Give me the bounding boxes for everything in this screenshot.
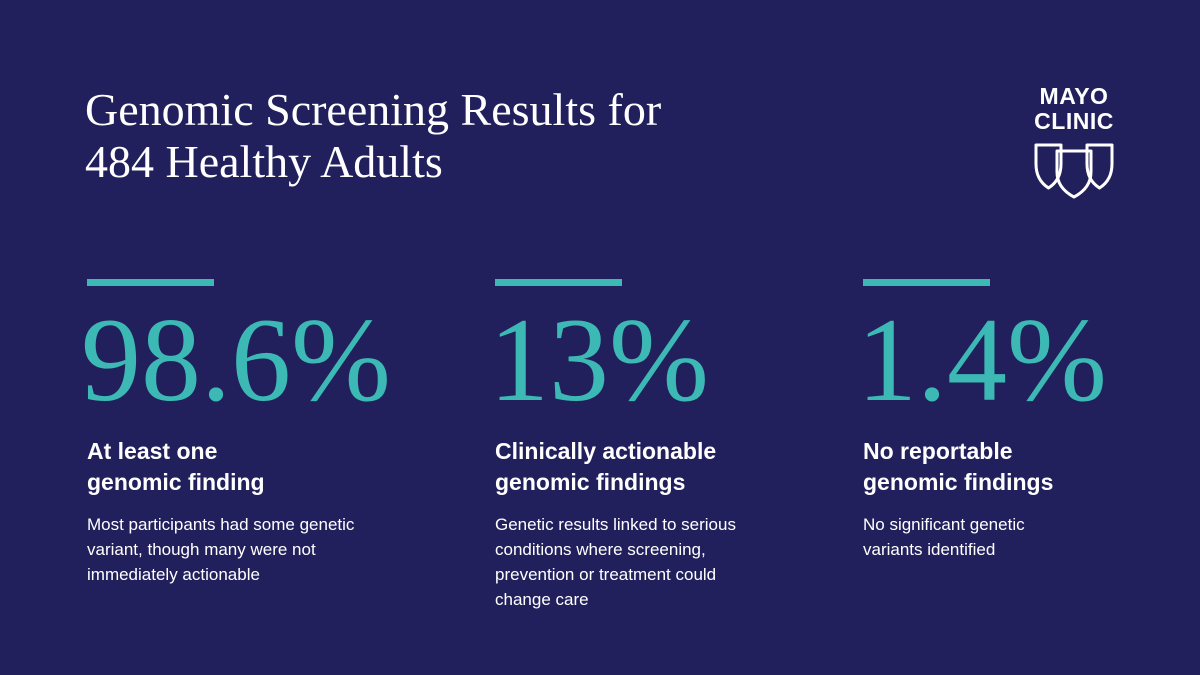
stat-heading: No reportable genomic findings — [863, 436, 1163, 498]
stat-description-line: prevention or treatment could — [495, 565, 717, 584]
stat-description-line: Genetic results linked to serious — [495, 515, 736, 534]
stat-description-line: No significant genetic — [863, 515, 1025, 534]
page-title-line-1: Genomic Screening Results for — [85, 84, 662, 135]
stat-value: 1.4% — [857, 293, 1107, 426]
stat-description: Genetic results linked to serious condit… — [495, 512, 825, 612]
stat-description-line: Most participants had some genetic — [87, 515, 355, 534]
stat-heading-line: No reportable — [863, 438, 1013, 464]
stat-description-line: variants identified — [863, 540, 996, 559]
stat-heading-line: Clinically actionable — [495, 438, 717, 464]
accent-bar — [87, 279, 214, 286]
stat-description-line: conditions where screening, — [495, 540, 706, 559]
page-title-line-2: 484 Healthy Adults — [85, 136, 443, 187]
stat-description-line: immediately actionable — [87, 565, 260, 584]
stat-value: 98.6% — [81, 293, 391, 426]
accent-bar — [863, 279, 990, 286]
stat-clinically-actionable: 13% Clinically actionable genomic findin… — [489, 279, 825, 612]
stat-description: No significant genetic variants identifi… — [863, 512, 1163, 562]
stat-heading: At least one genomic finding — [87, 436, 447, 498]
mayo-clinic-logo: MAYO CLINIC — [1024, 84, 1124, 200]
stat-value: 13% — [489, 293, 709, 426]
logo-wordmark: MAYO CLINIC — [1024, 84, 1124, 134]
accent-bar — [495, 279, 622, 286]
stat-heading-line: genomic finding — [87, 469, 265, 495]
logo-line-2: CLINIC — [1034, 108, 1114, 134]
stat-description-line: variant, though many were not — [87, 540, 316, 559]
stat-heading-line: genomic findings — [495, 469, 686, 495]
stat-no-reportable-findings: 1.4% No reportable genomic findings No s… — [857, 279, 1163, 562]
page-title: Genomic Screening Results for 484 Health… — [85, 84, 905, 188]
stat-heading-line: At least one — [87, 438, 218, 464]
stat-at-least-one-finding: 98.6% At least one genomic finding Most … — [81, 279, 447, 587]
stat-description: Most participants had some genetic varia… — [87, 512, 447, 587]
three-shields-icon — [1034, 143, 1114, 199]
stat-heading-line: genomic findings — [863, 469, 1054, 495]
stat-heading: Clinically actionable genomic findings — [495, 436, 825, 498]
stat-description-line: change care — [495, 590, 589, 609]
logo-line-1: MAYO — [1039, 83, 1109, 109]
